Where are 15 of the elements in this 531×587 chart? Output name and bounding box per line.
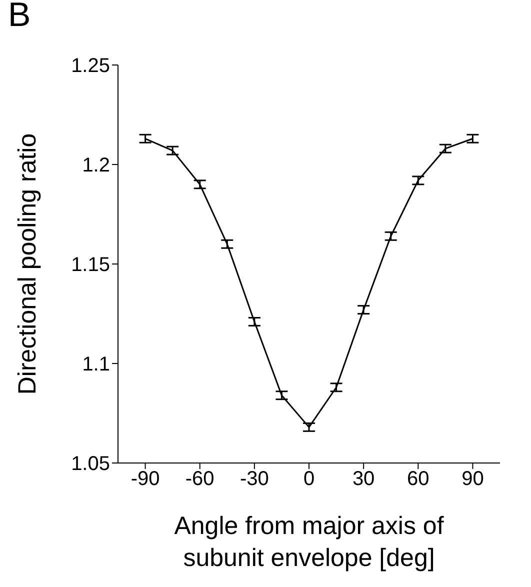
x-tick-label: 60	[407, 468, 430, 490]
y-tick-label: 1.25	[71, 55, 110, 78]
y-tick-label: 1.2	[82, 154, 110, 177]
text: B	[8, 0, 31, 35]
x-tick-label: -90	[130, 468, 160, 490]
x-tick-label: 90	[462, 468, 484, 490]
y-tick-label: 1.15	[71, 254, 110, 276]
y-tick-label: 1.05	[71, 453, 110, 476]
x-axis-title: Angle from major axis of subunit envelope [deg]	[173, 511, 445, 574]
x-tick-label: 30	[352, 468, 375, 490]
y-tick-label: 1.1	[82, 354, 110, 376]
y-axis-title: Directional pooling ratio	[14, 133, 42, 395]
x-tick-label: 0	[303, 468, 315, 490]
x-tick-label: -30	[240, 468, 269, 490]
x-tick-label: -60	[185, 468, 214, 490]
